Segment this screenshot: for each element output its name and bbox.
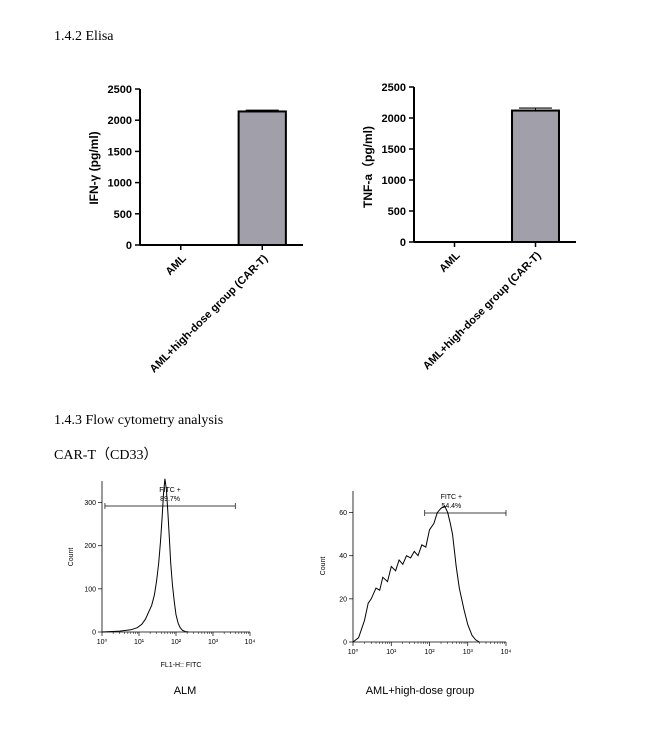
x-tick-label: 10⁰ — [97, 638, 108, 646]
y-tick-label: 60 — [339, 510, 347, 517]
y-tick-label: 20 — [339, 596, 347, 603]
y-tick-label: 0 — [92, 630, 96, 637]
x-tick-label: 10¹ — [134, 639, 145, 646]
y-tick-label: 1500 — [108, 146, 132, 158]
y-axis-label: TNF-a（pg/ml) — [360, 126, 375, 208]
y-tick-label: 500 — [114, 209, 132, 221]
gate-label: FITC + — [441, 494, 463, 501]
x-tick-label: 10⁴ — [245, 639, 256, 646]
y-tick-label: 0 — [400, 237, 406, 249]
gate-percent: 54.4% — [441, 503, 461, 510]
histogram-line — [352, 505, 480, 643]
y-tick-label: 40 — [339, 553, 347, 560]
section-heading-car-t: CAR-T（CD33） — [54, 448, 158, 463]
section-heading-flow-cytometry: 1.4.3 Flow cytometry analysis — [54, 413, 224, 428]
flow2-caption: AML+high-dose group — [365, 685, 475, 697]
y-axis-label: Count — [68, 548, 75, 567]
y-tick-label: 200 — [84, 543, 96, 550]
y-tick-label: 2500 — [108, 84, 132, 96]
y-tick-label: 300 — [84, 500, 96, 507]
y-tick-label: 2000 — [108, 115, 132, 127]
y-tick-label: 0 — [343, 640, 347, 647]
x-tick-label: 10¹ — [386, 649, 397, 656]
x-tick-label: 10² — [424, 649, 435, 656]
gate-label: FITC + — [159, 487, 181, 494]
y-tick-label: 2000 — [382, 113, 406, 125]
flow2-plot-area: 0 20 40 60 10⁰ 10¹ 10² 10³ 10⁴ FITC + 54.4% — [339, 491, 511, 656]
y-axis-label: IFN-γ (pg/ml) — [87, 131, 101, 204]
flow1-caption: ALM — [173, 685, 197, 697]
flow1-plot-area: 0 100 200 300 10⁰ 10¹ 10² 10³ 10⁴ FITC + 89.7% — [84, 478, 256, 646]
x-tick-label: 10⁴ — [501, 649, 512, 656]
x-tick-label: 10² — [171, 639, 182, 646]
section-heading-elisa: 1.4.2 Elisa — [54, 29, 114, 44]
y-tick-label: 0 — [126, 240, 132, 252]
y-axis-label: Count — [320, 557, 327, 576]
x-tick-label: 10⁰ — [348, 648, 359, 656]
y-tick-label: 100 — [84, 586, 96, 593]
y-tick-label: 1000 — [108, 178, 132, 190]
histogram-line — [101, 478, 189, 633]
gate-percent: 89.7% — [160, 496, 180, 503]
y-tick-label: 1000 — [382, 175, 406, 187]
y-tick-label: 500 — [388, 206, 406, 218]
x-tick-label: 10³ — [463, 649, 474, 656]
x-tick-label: 10³ — [208, 639, 219, 646]
y-tick-label: 2500 — [382, 82, 406, 94]
y-tick-label: 1500 — [382, 144, 406, 156]
x-axis-label: FL1-H:: FITC — [161, 662, 202, 669]
bar — [237, 110, 287, 246]
